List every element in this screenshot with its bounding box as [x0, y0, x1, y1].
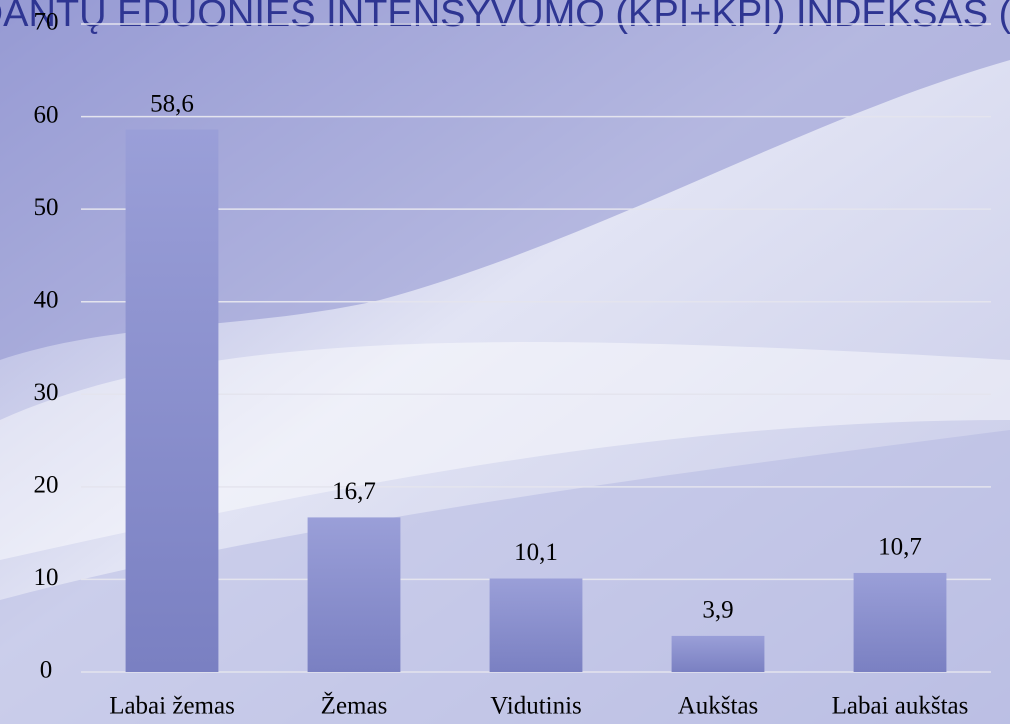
- bar: [853, 572, 947, 672]
- y-tick-label: 20: [34, 472, 59, 499]
- value-label: 10,7: [878, 534, 922, 561]
- value-label: 58,6: [150, 90, 194, 117]
- y-tick-label: 40: [34, 286, 59, 313]
- value-label: 10,1: [514, 539, 558, 566]
- bar: [489, 578, 583, 672]
- y-tick-label: 50: [34, 194, 59, 221]
- chart-title: DANTŲ ĖDUONIES INTENSYVUMO (KPI+KPI) IND…: [0, 0, 1010, 35]
- bar: [307, 517, 401, 672]
- background-wave: [0, 342, 1010, 560]
- x-tick-label: Labai žemas: [109, 693, 235, 720]
- x-tick-label: Žemas: [321, 692, 388, 720]
- y-tick-label: 70: [34, 9, 59, 36]
- x-tick-label: Labai aukštas: [832, 693, 969, 720]
- background-wave: [0, 0, 1010, 360]
- x-tick-label: Aukštas: [678, 693, 759, 720]
- value-label: 16,7: [332, 478, 376, 505]
- y-tick-label: 0: [40, 657, 53, 684]
- y-tick-label: 10: [34, 564, 59, 591]
- value-label: 3,9: [702, 597, 733, 624]
- x-tick-label: Vidutinis: [490, 693, 582, 720]
- bar: [125, 129, 219, 672]
- bar: [671, 635, 765, 672]
- y-tick-label: 60: [34, 101, 59, 128]
- y-tick-label: 30: [34, 379, 59, 406]
